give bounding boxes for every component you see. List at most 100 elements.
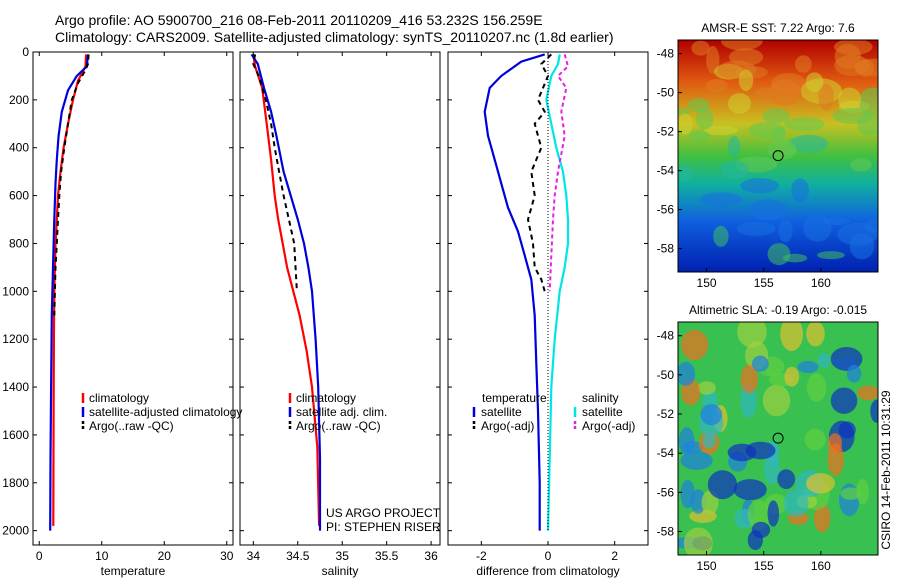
map-x-tick-label: 160 [811, 276, 831, 290]
y-tick-label: 800 [9, 236, 29, 250]
legend-label: Argo(-adj) [582, 419, 635, 433]
series-group [250, 53, 322, 531]
y-tick-label: 400 [9, 141, 29, 155]
sst-blob [703, 125, 738, 136]
legend-label: climatology [296, 391, 356, 405]
series-line-satellite-adj-clim- [250, 53, 322, 531]
legend-label: Argo(..raw -QC) [296, 419, 381, 433]
series-line-climatology [252, 54, 321, 526]
y-tick-label: 1400 [2, 380, 29, 394]
sst-blob [794, 55, 812, 73]
map-x-tick-label: 155 [754, 559, 774, 573]
sst-blob [832, 108, 873, 125]
sla-blob [762, 384, 791, 417]
x-tick-label: 35.5 [375, 549, 399, 563]
sst-blob [778, 219, 793, 243]
x-axis-label: salinity [322, 564, 359, 578]
sst-blob [720, 160, 749, 179]
sst-blob [738, 69, 754, 91]
sst-blob [695, 107, 714, 130]
sst-blob [767, 139, 797, 160]
sla-map: Altimetric SLA: -0.19 Argo: -0.015 150 155… [657, 303, 879, 573]
sla-blob [737, 322, 767, 348]
sla-blob [804, 428, 826, 451]
sla-blob [827, 433, 842, 454]
sst-blob [749, 199, 788, 221]
legend-title-salinity: salinity [582, 391, 619, 405]
axes-box [32, 51, 234, 546]
sla-blob [813, 503, 831, 533]
map-x-tick-label: 155 [754, 276, 774, 290]
map-y-tick-label: -50 [657, 368, 675, 382]
legend-label: Argo(-adj) [481, 419, 534, 433]
axes-box [239, 51, 441, 546]
x-tick-label: 0 [545, 549, 552, 563]
sst-blob [762, 108, 790, 124]
map-x-tick-label: 160 [811, 559, 831, 573]
series-line-temperature-satellite [483, 53, 546, 531]
sst-blob [817, 251, 845, 260]
sst-blob [689, 129, 710, 142]
sla-blob [806, 473, 835, 494]
sst-blob [727, 135, 741, 158]
map-y-tick-label: -56 [657, 485, 675, 499]
sla-blob [840, 487, 862, 500]
y-tick-label: 0 [22, 45, 29, 59]
series-line-climatology [52, 54, 88, 526]
sla-blob [678, 427, 695, 456]
legend-label: Argo(..raw -QC) [89, 419, 174, 433]
y-tick-label: 200 [9, 93, 29, 107]
map-y-tick-label: -54 [657, 446, 675, 460]
sst-blob [736, 221, 776, 236]
sla-blob [806, 373, 827, 402]
sla-blob [856, 478, 869, 505]
map-y-tick-label: -52 [657, 125, 675, 139]
series-group [49, 54, 90, 531]
sst-blob [728, 93, 751, 114]
sla-blob [727, 443, 757, 462]
sla-blob [740, 364, 759, 394]
sst-blob [678, 164, 693, 182]
map-title: AMSR-E SST: 7.22 Argo: 7.6 [701, 21, 855, 35]
map-y-tick-label: -58 [657, 525, 675, 539]
legend-label: satellite [582, 405, 623, 419]
map-y-tick-label: -48 [657, 47, 675, 61]
series-line-salinity-satellite [545, 54, 570, 531]
figure-header: Argo profile: AO 5900700_216 08-Feb-2011… [55, 12, 613, 46]
x-axis-label: difference from climatology [476, 564, 619, 578]
map-field [678, 322, 878, 555]
map-box [677, 321, 879, 556]
x-tick-label: 20 [158, 549, 172, 563]
map-field [678, 40, 878, 272]
map-y-tick-label: -48 [657, 329, 675, 343]
sst-blob [791, 178, 809, 203]
map-y-tick-label: -50 [657, 86, 675, 100]
sla-blob [767, 500, 780, 527]
sst-blob [818, 83, 834, 111]
y-tick-label: 2000 [2, 524, 29, 538]
sst-blob [838, 87, 862, 112]
legend-label: satellite [481, 405, 522, 419]
sst-map: AMSR-E SST: 7.22 Argo: 7.6 150 155 160 -48 -5… [657, 21, 879, 290]
sst-blob [691, 40, 710, 56]
x-tick-label: 10 [95, 549, 109, 563]
x-tick-label: -2 [476, 549, 487, 563]
legend-label: climatology [89, 391, 149, 405]
sla-blob [751, 355, 769, 372]
map-box [677, 39, 879, 273]
sla-blob [747, 499, 770, 530]
sla-blob [817, 352, 831, 368]
x-tick-label: 34.5 [286, 549, 310, 563]
argo-location-marker [772, 150, 784, 162]
x-tick-label: 35 [336, 549, 350, 563]
map-y-tick-label: -58 [657, 242, 675, 256]
y-tick-label: 1800 [2, 476, 29, 490]
sst-blob [767, 243, 791, 266]
sst-blob [771, 126, 786, 142]
y-tick-label: 1000 [2, 284, 29, 298]
sla-blob [678, 361, 696, 386]
legend-title-temperature: temperature [482, 391, 547, 405]
header-line-1: Argo profile: AO 5900700_216 08-Feb-2011… [55, 12, 543, 28]
csiro-timestamp: CSIRO 14-Feb-2011 10:31:29 [879, 390, 893, 550]
